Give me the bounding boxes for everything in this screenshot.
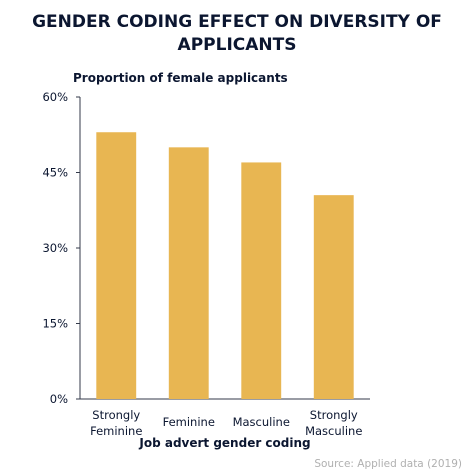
y-ticks: 0% 15% 30% 45% 60% bbox=[42, 90, 80, 406]
y-tick-label: 0% bbox=[50, 392, 68, 406]
y-tick-label: 30% bbox=[42, 241, 68, 255]
x-category-label: Feminine bbox=[163, 415, 215, 429]
y-tick-label: 45% bbox=[42, 166, 68, 180]
category-labels: Strongly Feminine Feminine Masculine Strongl… bbox=[90, 408, 362, 438]
bar bbox=[168, 147, 209, 399]
y-tick-label: 15% bbox=[42, 317, 68, 331]
bars bbox=[96, 132, 354, 399]
x-axis-label: Job advert gender coding bbox=[138, 436, 310, 450]
y-tick-label: 60% bbox=[42, 90, 68, 104]
bar bbox=[241, 162, 282, 399]
x-category-label: Strongly Feminine bbox=[90, 408, 142, 438]
x-category-label: Masculine bbox=[233, 415, 290, 429]
source-note: Source: Applied data (2019) bbox=[314, 458, 462, 470]
chart-title-line-2: APPLICANTS bbox=[178, 35, 297, 55]
x-category-label: Strongly Masculine bbox=[305, 408, 362, 438]
chart-title-line-1: GENDER CODING EFFECT ON DIVERSITY OF bbox=[32, 12, 442, 32]
bar bbox=[96, 132, 137, 399]
bar bbox=[313, 195, 354, 399]
y-axis-label: Proportion of female applicants bbox=[73, 71, 288, 85]
